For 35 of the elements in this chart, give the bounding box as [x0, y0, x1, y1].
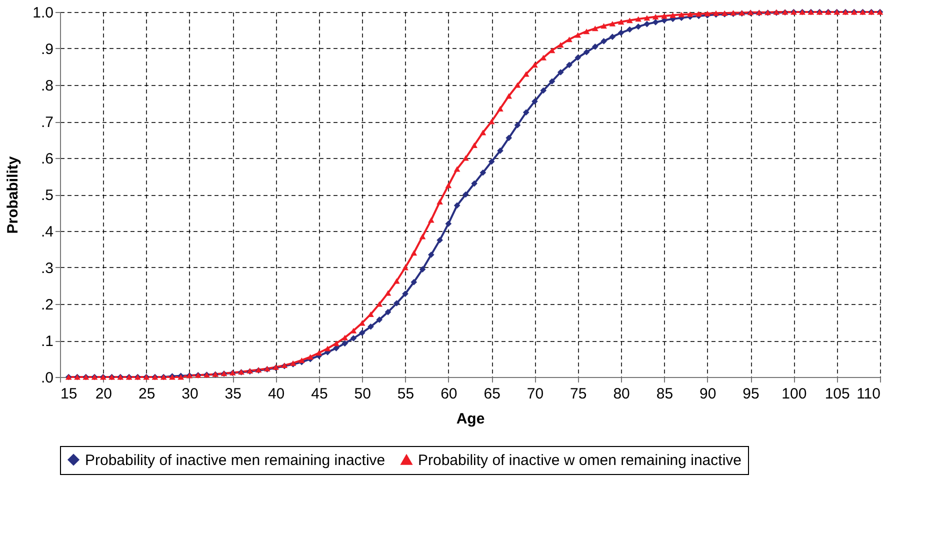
x-tick-label: 110	[856, 386, 880, 402]
y-tick-label: 1.0	[32, 4, 54, 22]
y-tick-label: .5	[40, 187, 54, 204]
x-tick-label: 50	[354, 386, 371, 402]
x-tick-label: 40	[268, 386, 285, 402]
x-tick-label: 35	[224, 386, 242, 402]
x-tick-label: 20	[95, 386, 112, 402]
x-tick-label: 25	[138, 386, 156, 402]
x-tick-label: 30	[182, 386, 198, 402]
y-tick-label: .3	[40, 260, 54, 277]
x-tick-label: 60	[440, 386, 458, 402]
x-tick-label: 15	[60, 386, 78, 402]
legend-label: Probability of inactive w omen remaining inactive	[418, 452, 742, 469]
y-tick-label: .4	[40, 224, 54, 240]
y-tick-label: .2	[40, 296, 54, 314]
y-tick-label: .0	[40, 370, 54, 386]
x-tick-label: 90	[700, 386, 716, 402]
x-tick-label: 70	[526, 386, 544, 402]
x-tick-label: 75	[570, 386, 587, 402]
x-axis-title: Age	[456, 410, 485, 428]
legend-label: Probability of inactive men remaining inactive	[85, 452, 386, 469]
y-tick-label: .1	[40, 333, 54, 350]
x-tick-label: 105	[824, 386, 850, 402]
y-tick-label: .7	[40, 114, 54, 131]
y-tick-label: .9	[40, 41, 54, 58]
x-tick-label: 80	[613, 386, 630, 402]
x-tick-label: 95	[742, 386, 760, 402]
y-tick-label: .6	[40, 150, 54, 168]
x-tick-label: 100	[782, 386, 807, 402]
x-tick-label: 85	[656, 386, 674, 402]
x-tick-label: 65	[484, 386, 500, 402]
x-tick-label: 55	[397, 386, 414, 402]
y-tick-label: .8	[40, 78, 54, 94]
y-axis-title: Probability	[4, 156, 22, 234]
x-tick-label: 45	[311, 386, 328, 402]
